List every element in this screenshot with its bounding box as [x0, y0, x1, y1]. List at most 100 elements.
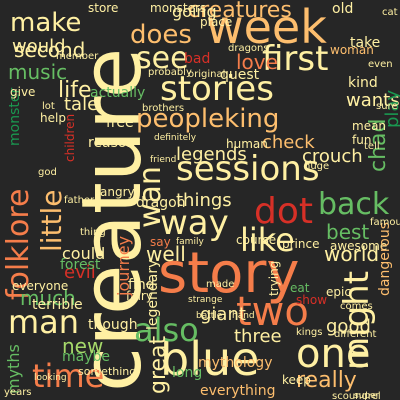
word-tell: tell — [364, 141, 380, 152]
word-definitely: definitely — [154, 133, 197, 143]
word-sessions: sessions — [176, 149, 320, 189]
word-awesome: awesome — [330, 239, 388, 253]
word-store: store — [88, 1, 119, 15]
word-dragons: dragons — [228, 43, 269, 54]
word-member: member — [56, 51, 99, 62]
word-back: back — [318, 187, 390, 222]
word-find: find — [128, 277, 155, 293]
word-looking: looking — [34, 373, 67, 383]
word-god: god — [38, 167, 57, 178]
word-little: little — [35, 189, 68, 252]
word-three: three — [234, 326, 282, 347]
word-long: long — [172, 365, 203, 381]
word-peopleking: peopleking — [136, 104, 280, 134]
word-kings: kings — [296, 327, 323, 338]
word-friend: friend — [150, 155, 177, 165]
word-tale: tale — [64, 94, 99, 115]
word-different: different — [334, 329, 377, 340]
word-cat: cat — [382, 7, 398, 18]
word-brothers: brothers — [142, 103, 185, 114]
word-father: father — [64, 195, 95, 206]
word-great: great — [146, 335, 171, 394]
word-life: life — [58, 78, 92, 103]
word-legends: legends — [176, 144, 247, 165]
word-give: give — [10, 85, 36, 99]
word-trying: trying — [267, 260, 281, 296]
word-lot: lot — [42, 101, 55, 112]
word-free: free — [106, 115, 134, 131]
word-quest: quest — [220, 67, 260, 83]
word-things: things — [176, 190, 232, 211]
word-epic: epic — [326, 285, 351, 299]
word-something: something — [78, 365, 137, 378]
word-world: world — [324, 242, 380, 266]
word-probably: probably — [148, 67, 192, 78]
word-wants: wants — [346, 90, 400, 111]
word-make: make — [10, 8, 82, 38]
word-going: going — [172, 2, 217, 21]
word-one: one — [296, 331, 371, 377]
word-crouch: crouch — [302, 146, 363, 167]
word-everything: everything — [200, 383, 276, 399]
word-best: best — [326, 220, 370, 244]
word-story: story — [158, 241, 300, 306]
word-take: take — [350, 35, 381, 51]
word-old: old — [332, 1, 354, 17]
word-would: would — [12, 36, 66, 57]
word-good: good — [326, 316, 371, 337]
word-original: original — [188, 69, 226, 80]
word-battle: battle — [196, 311, 223, 321]
word-scoundrel: scoundrel — [332, 391, 381, 400]
word-second: second — [14, 38, 86, 62]
word-even: even — [368, 59, 393, 70]
word-strange: strange — [188, 295, 223, 305]
word-family: family — [176, 237, 204, 247]
word-week: week — [206, 0, 327, 54]
word-say: say — [150, 235, 171, 249]
word-angry: angry — [100, 185, 135, 199]
word-keep: keep — [282, 373, 311, 387]
word-really: really — [296, 368, 357, 393]
word-well: well — [146, 242, 186, 266]
word-two: two — [236, 289, 309, 335]
word-mean: mean — [352, 119, 387, 133]
word-love: love — [236, 50, 278, 74]
word-reason: reason — [88, 135, 136, 151]
word-journey: journey — [114, 235, 133, 296]
word-woman: woman — [330, 43, 374, 57]
word-huge: huge — [304, 161, 330, 172]
word-made: made — [206, 279, 235, 290]
word-comes: comes — [340, 301, 373, 312]
word-stories: stories — [160, 69, 274, 109]
word-human: human — [226, 137, 268, 151]
word-forest: forest — [60, 257, 101, 273]
word-like: like — [240, 221, 295, 259]
word-prince: prince — [282, 237, 320, 251]
word-legendary: legendary — [145, 259, 161, 330]
word-maybe: maybe — [62, 349, 111, 365]
word-show: show — [296, 293, 328, 307]
word-mythology: mythology — [198, 355, 273, 371]
word-monsters: monsters — [150, 1, 207, 15]
word-does: does — [130, 20, 192, 50]
word-eat: eat — [290, 281, 310, 295]
word-fun: fun — [352, 133, 372, 147]
word-years: years — [4, 387, 32, 398]
word-much: much — [20, 286, 76, 310]
word-kind: kind — [348, 75, 378, 91]
word-place: place — [200, 15, 233, 29]
word-could: could — [62, 244, 106, 263]
word-first: first — [262, 39, 329, 79]
word-man: man — [8, 303, 80, 341]
word-sure: sure — [376, 101, 398, 112]
word-way: way — [160, 203, 229, 243]
word-giant: giant — [200, 304, 246, 325]
word-dragon: dragon — [136, 195, 186, 211]
word-also: also — [134, 311, 199, 349]
word-hand: hand — [232, 311, 255, 321]
word-dangerous: dangerous — [377, 221, 393, 296]
word-fairy: fairy — [126, 289, 153, 303]
word-see: see — [136, 41, 189, 76]
word-evil: evil — [64, 262, 96, 283]
